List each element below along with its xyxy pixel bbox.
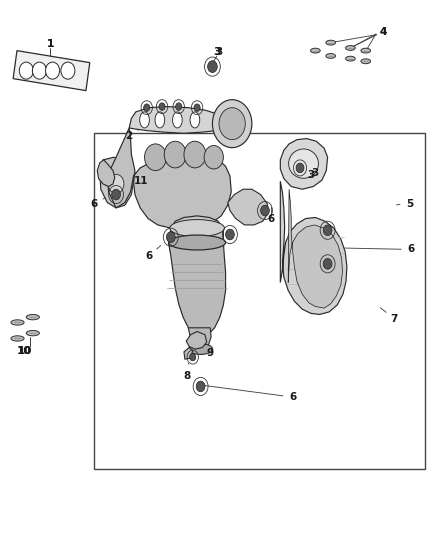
Polygon shape <box>169 216 223 264</box>
Text: 3: 3 <box>312 168 319 178</box>
Polygon shape <box>188 328 211 351</box>
Text: 3: 3 <box>307 170 314 180</box>
Ellipse shape <box>26 330 39 336</box>
Text: 4: 4 <box>380 27 387 37</box>
Ellipse shape <box>346 56 355 61</box>
Circle shape <box>226 229 234 240</box>
Text: 1: 1 <box>47 39 54 49</box>
Circle shape <box>144 104 150 111</box>
Circle shape <box>204 146 223 169</box>
Text: 11: 11 <box>134 176 148 186</box>
Polygon shape <box>107 128 231 229</box>
Circle shape <box>184 141 206 168</box>
Text: 6: 6 <box>407 245 414 254</box>
Circle shape <box>112 189 120 200</box>
Bar <box>94 133 425 469</box>
Text: 6: 6 <box>267 214 274 223</box>
Text: 4: 4 <box>380 27 387 37</box>
Circle shape <box>261 205 269 216</box>
Circle shape <box>32 62 46 79</box>
Ellipse shape <box>169 235 226 250</box>
Polygon shape <box>184 348 193 359</box>
Circle shape <box>194 104 200 111</box>
Ellipse shape <box>11 320 24 325</box>
Text: 6: 6 <box>145 251 152 261</box>
Circle shape <box>296 163 304 173</box>
Polygon shape <box>288 189 343 308</box>
Circle shape <box>19 62 33 79</box>
Ellipse shape <box>289 149 318 179</box>
Polygon shape <box>100 157 134 208</box>
Polygon shape <box>169 243 226 337</box>
Circle shape <box>61 62 75 79</box>
Polygon shape <box>280 181 347 314</box>
Text: 8: 8 <box>184 371 191 381</box>
Circle shape <box>196 381 205 392</box>
Ellipse shape <box>326 53 336 58</box>
Text: 5: 5 <box>406 199 413 208</box>
Ellipse shape <box>361 48 371 53</box>
Polygon shape <box>228 189 268 225</box>
Polygon shape <box>13 51 90 91</box>
Text: 7: 7 <box>391 314 398 324</box>
Circle shape <box>159 103 165 110</box>
Circle shape <box>46 62 60 79</box>
Ellipse shape <box>346 45 355 51</box>
Ellipse shape <box>173 112 182 128</box>
Text: 10: 10 <box>17 346 32 356</box>
Text: 3: 3 <box>213 47 220 56</box>
Text: 10: 10 <box>18 346 33 356</box>
Circle shape <box>145 144 166 171</box>
Circle shape <box>219 108 245 140</box>
Circle shape <box>190 353 196 361</box>
Circle shape <box>208 61 217 72</box>
Ellipse shape <box>190 112 200 128</box>
Circle shape <box>212 100 252 148</box>
Text: 2: 2 <box>126 131 133 141</box>
Text: 6: 6 <box>91 199 98 208</box>
Ellipse shape <box>311 48 320 53</box>
Polygon shape <box>129 107 224 133</box>
Polygon shape <box>186 332 207 349</box>
Circle shape <box>166 232 175 243</box>
Ellipse shape <box>155 112 165 128</box>
Ellipse shape <box>189 344 213 354</box>
Ellipse shape <box>11 336 24 341</box>
Circle shape <box>108 174 124 193</box>
Circle shape <box>164 141 186 168</box>
Polygon shape <box>97 160 115 187</box>
Circle shape <box>323 225 332 236</box>
Ellipse shape <box>140 112 149 128</box>
Text: 6: 6 <box>289 392 296 402</box>
Text: 3: 3 <box>215 47 223 57</box>
Circle shape <box>323 259 332 269</box>
Circle shape <box>176 103 182 110</box>
Ellipse shape <box>170 220 224 237</box>
Ellipse shape <box>361 59 371 64</box>
Ellipse shape <box>326 40 336 45</box>
Ellipse shape <box>26 314 39 320</box>
Text: 1: 1 <box>47 39 54 49</box>
Text: 9: 9 <box>207 348 214 358</box>
Polygon shape <box>280 139 328 189</box>
